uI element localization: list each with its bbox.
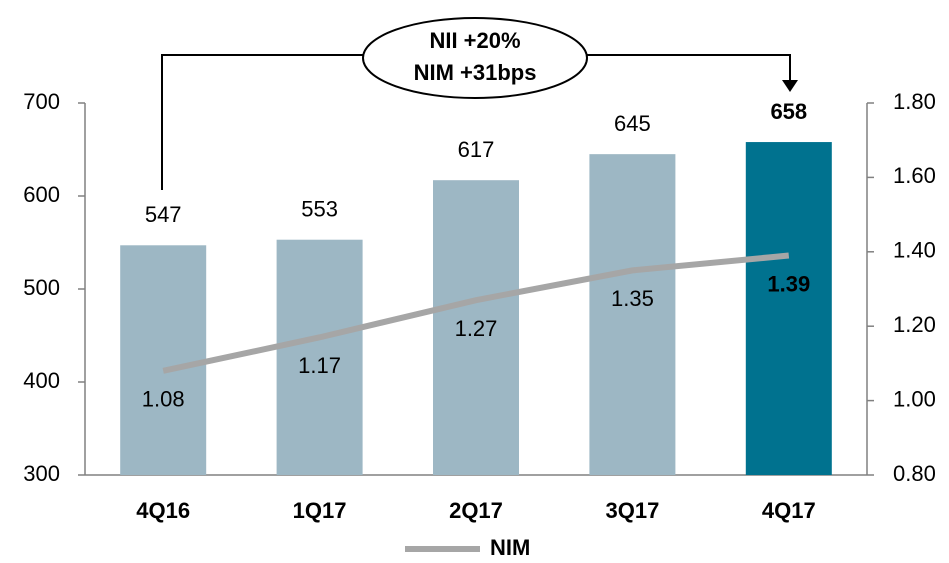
bar — [276, 239, 363, 475]
y2-tick-label: 1.60 — [893, 163, 936, 188]
x-tick-label: 4Q17 — [762, 498, 816, 523]
y2-tick-label: 1.00 — [893, 386, 936, 411]
y-tick-label: 600 — [23, 182, 60, 207]
line-value-label: 1.27 — [455, 316, 498, 341]
x-tick-label: 2Q17 — [449, 498, 503, 523]
annotation-text: NIM +31bps — [414, 60, 537, 85]
annotation-bubble — [362, 17, 588, 99]
bar — [589, 154, 676, 475]
line-value-label: 1.08 — [142, 387, 185, 412]
bar-value-label: 658 — [770, 99, 807, 124]
bar-value-label: 547 — [145, 202, 182, 227]
y2-tick-label: 0.80 — [893, 461, 936, 486]
bar — [745, 142, 832, 475]
y-tick-label: 500 — [23, 275, 60, 300]
legend-label: NIM — [490, 535, 530, 560]
y-tick-label: 700 — [23, 89, 60, 114]
bar — [433, 180, 519, 475]
line-value-label: 1.39 — [767, 271, 810, 296]
x-tick-label: 4Q16 — [136, 498, 190, 523]
line-value-label: 1.17 — [298, 353, 341, 378]
annotation-arrow — [782, 80, 798, 92]
x-tick-label: 3Q17 — [605, 498, 659, 523]
y2-tick-label: 1.40 — [893, 238, 936, 263]
line-value-label: 1.35 — [611, 286, 654, 311]
bar-value-label: 553 — [301, 197, 338, 222]
bar-value-label: 617 — [458, 137, 495, 162]
y2-tick-label: 1.20 — [893, 312, 936, 337]
y-tick-label: 300 — [23, 461, 60, 486]
bar-value-label: 645 — [614, 111, 651, 136]
x-tick-label: 1Q17 — [293, 498, 347, 523]
y-tick-label: 400 — [23, 368, 60, 393]
line — [162, 252, 790, 374]
bar — [120, 245, 207, 475]
y2-tick-label: 1.80 — [893, 89, 936, 114]
annotation-text: NII +20% — [429, 28, 520, 53]
